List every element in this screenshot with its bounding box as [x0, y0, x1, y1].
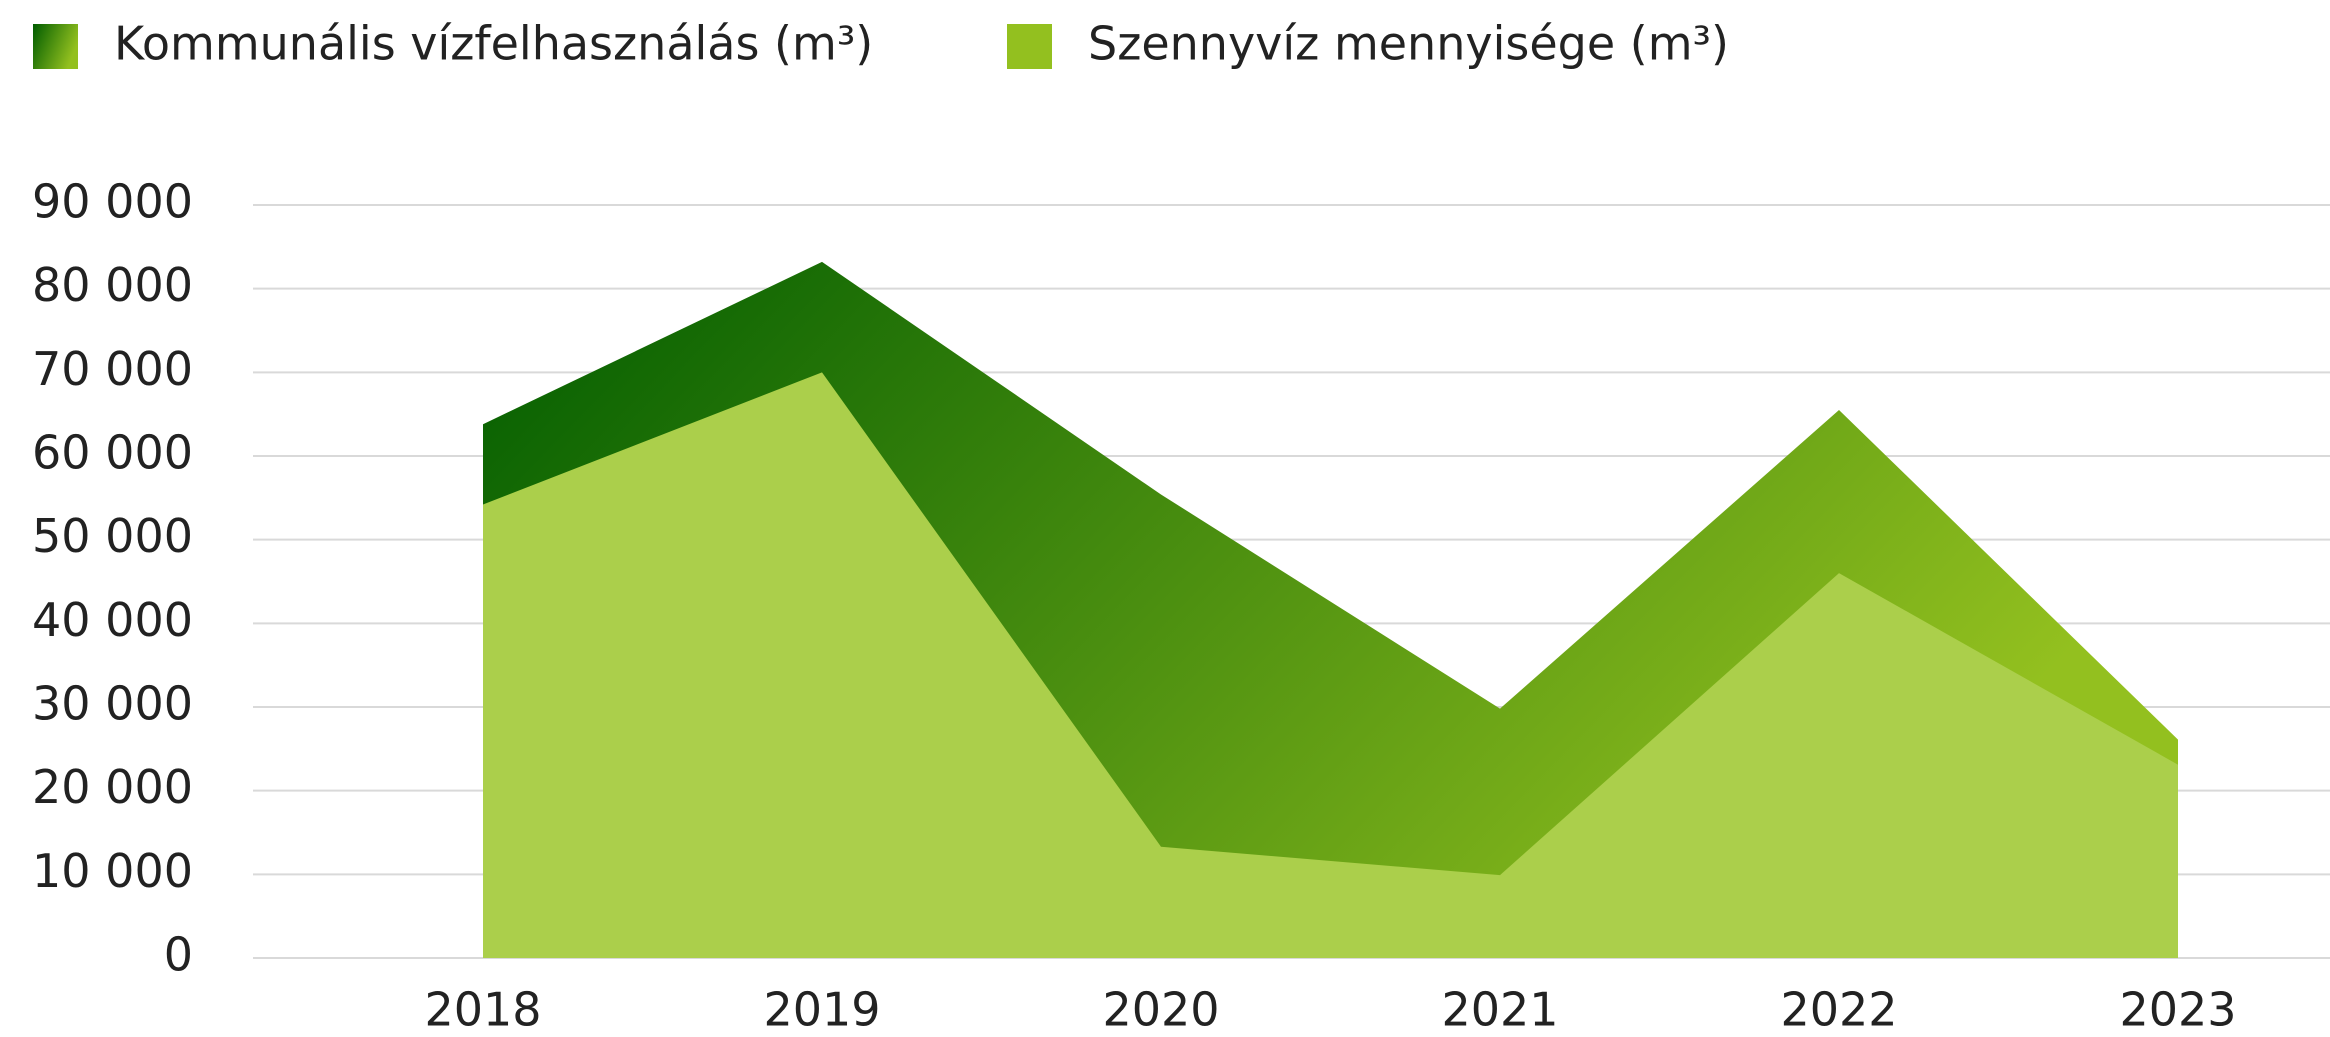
- y-tick-label: 80 000: [32, 258, 193, 312]
- legend-swatch: [1007, 24, 1052, 69]
- y-tick-label: 0: [164, 928, 193, 982]
- x-tick-label: 2018: [424, 983, 541, 1037]
- legend-label: Szennyvíz mennyisége (m³): [1088, 17, 1729, 71]
- y-tick-label: 10 000: [32, 844, 193, 898]
- y-tick-label: 60 000: [32, 426, 193, 480]
- x-tick-label: 2019: [763, 983, 880, 1037]
- x-tick-label: 2021: [1441, 983, 1558, 1037]
- y-tick-label: 70 000: [32, 342, 193, 396]
- y-tick-label: 30 000: [32, 677, 193, 731]
- x-tick-label: 2023: [2119, 983, 2236, 1037]
- x-tick-label: 2022: [1780, 983, 1897, 1037]
- legend-label: Kommunális vízfelhasználás (m³): [114, 17, 873, 71]
- area: [483, 372, 2178, 958]
- y-tick-label: 90 000: [32, 175, 193, 229]
- y-tick-label: 50 000: [32, 509, 193, 563]
- legend-swatch: [33, 24, 78, 69]
- x-tick-label: 2020: [1102, 983, 1219, 1037]
- y-tick-label: 20 000: [32, 760, 193, 814]
- y-tick-label: 40 000: [32, 593, 193, 647]
